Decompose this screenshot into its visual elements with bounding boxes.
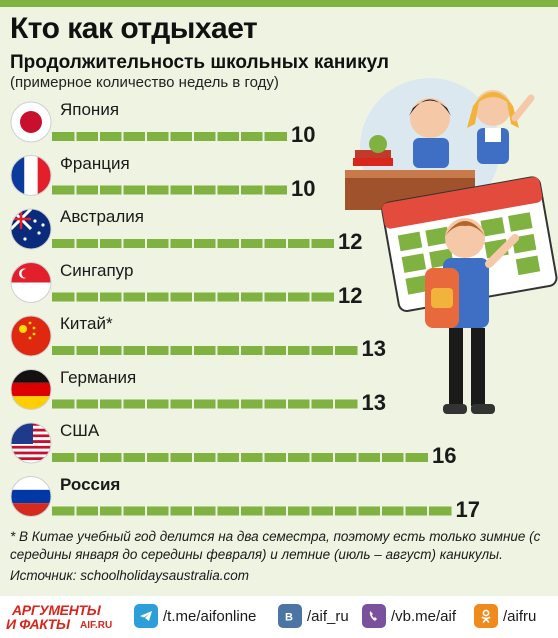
viber-icon	[362, 604, 386, 628]
source-note: Источник: schoolholidaysaustralia.com	[10, 568, 250, 583]
logo-line-2: И ФАКТЫ	[6, 616, 70, 632]
vk-icon: B	[278, 604, 302, 628]
flag-australia-icon	[10, 208, 52, 250]
country-label: Россия	[60, 474, 121, 494]
value-label: 10	[291, 122, 316, 147]
country-label: Германия	[60, 367, 137, 387]
vk-link[interactable]: B /aif_ru	[278, 604, 349, 628]
odnoklassniki-link[interactable]: /aifru	[474, 604, 536, 628]
bar-5	[52, 399, 358, 409]
top-accent-bar	[0, 0, 558, 7]
svg-text:B: B	[285, 612, 293, 624]
unit-note: (примерное количество недель в году)	[10, 74, 279, 91]
odnoklassniki-link-label: /aifru	[503, 607, 537, 625]
odnoklassniki-icon	[474, 604, 498, 628]
footnote: * В Китае учебный год делится на два сем…	[10, 529, 541, 562]
children-calendar-illustration	[335, 78, 558, 423]
flag-singapore-icon	[10, 262, 52, 303]
country-label: Сингапур	[60, 260, 134, 280]
logo-domain: AIF.RU	[80, 620, 113, 631]
country-label: США	[60, 421, 100, 440]
vacation-bar-chart: Япония 10 Франция 10 Австралия 12 Сингапур 12 Ки…	[10, 100, 480, 522]
country-label: Япония	[60, 100, 120, 119]
value-label: 12	[338, 229, 363, 254]
flag-france-icon	[10, 155, 52, 196]
country-label: Австралия	[60, 207, 144, 226]
flag-germany-icon	[10, 369, 52, 410]
chart-subtitle: Продолжительность школьных каникул	[10, 52, 389, 73]
viber-link[interactable]: /vb.me/aif	[362, 604, 456, 628]
country-label: Франция	[60, 153, 130, 173]
page-title: Кто как отдыхает	[10, 12, 258, 45]
flag-japan-icon	[10, 101, 52, 143]
footer-bar: АРГУМЕНТЫ И ФАКТЫ AIF.RU /t.me/aifonline…	[0, 596, 558, 638]
bar-4	[52, 346, 358, 355]
logo-line-1: АРГУМЕНТЫ	[12, 602, 101, 618]
value-label: 13	[361, 389, 386, 415]
telegram-link-label: /t.me/aifonline	[163, 607, 257, 625]
viber-link-label: /vb.me/aif	[391, 607, 457, 625]
telegram-icon	[134, 604, 158, 628]
value-label: 17	[455, 496, 480, 522]
flag-russia-icon	[10, 476, 52, 517]
telegram-link[interactable]: /t.me/aifonline	[134, 604, 256, 628]
country-label: Китай*	[60, 314, 113, 333]
flag-usa-icon	[10, 422, 52, 464]
aif-logo[interactable]: АРГУМЕНТЫ И ФАКТЫ AIF.RU	[6, 600, 114, 634]
flag-china-icon	[10, 315, 52, 357]
vk-link-label: /aif_ru	[307, 607, 349, 625]
value-label: 10	[291, 175, 316, 201]
value-label: 13	[361, 336, 386, 361]
value-label: 16	[432, 443, 457, 468]
bar-7	[52, 506, 452, 516]
value-label: 12	[338, 282, 363, 308]
